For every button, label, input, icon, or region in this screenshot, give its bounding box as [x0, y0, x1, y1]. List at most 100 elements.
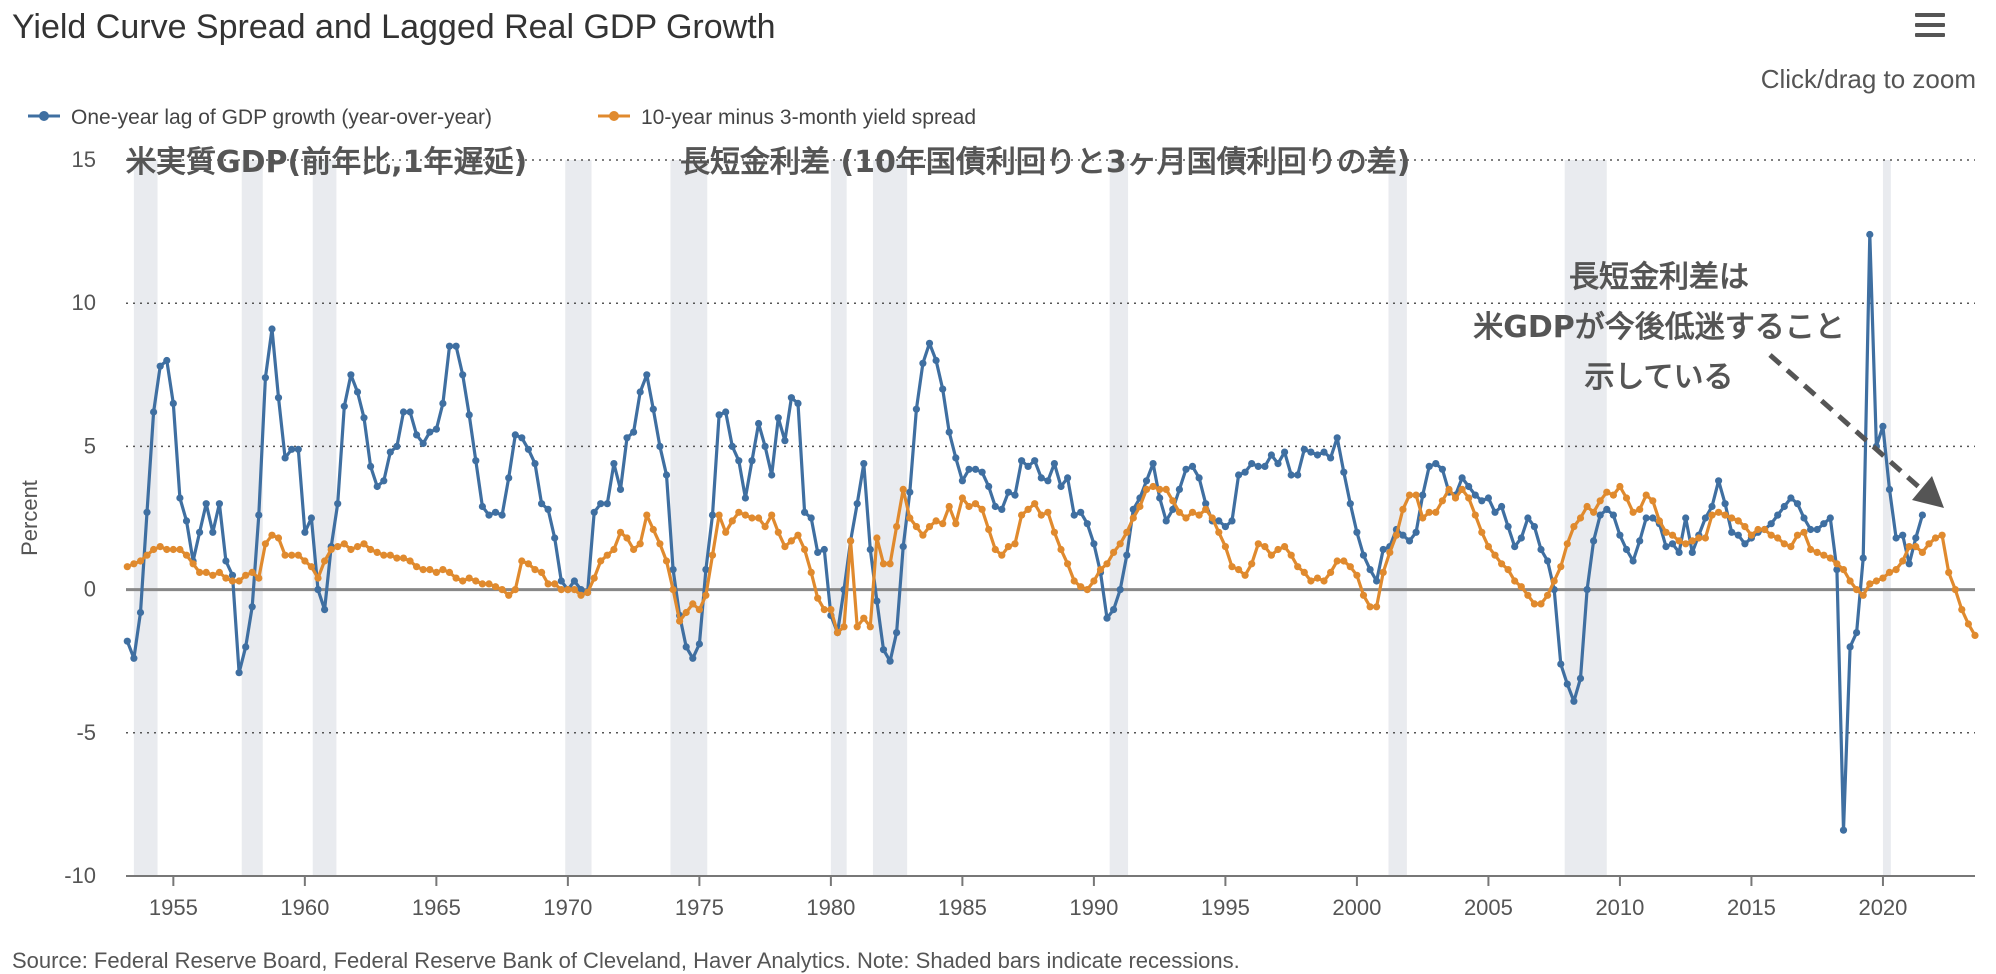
data-point: [156, 362, 164, 370]
data-point: [886, 560, 894, 568]
data-point: [741, 494, 750, 502]
callout-line-2: 示している: [1584, 360, 1733, 395]
x-tick-label: 2000: [1332, 895, 1381, 920]
callout-line-0: 長短金利差は: [1569, 260, 1749, 295]
data-point: [1866, 580, 1874, 588]
data-point: [1281, 543, 1289, 551]
data-point: [735, 457, 743, 465]
data-point: [1820, 520, 1828, 528]
data-point: [1399, 505, 1407, 513]
data-point: [1103, 614, 1111, 622]
data-point: [1116, 586, 1124, 594]
data-point: [1484, 543, 1492, 551]
data-point: [1248, 560, 1256, 568]
data-point: [1451, 494, 1460, 502]
data-point: [1169, 505, 1177, 513]
data-point: [1544, 557, 1552, 565]
data-point: [498, 511, 506, 519]
data-point: [1682, 540, 1690, 548]
data-point: [1405, 537, 1414, 545]
data-point: [1964, 620, 1972, 628]
data-point: [991, 502, 999, 511]
data-point: [1708, 502, 1716, 511]
data-point: [1596, 511, 1604, 519]
data-point: [531, 460, 539, 468]
data-point: [603, 500, 611, 508]
y-axis-title: Percent: [17, 480, 42, 556]
data-point: [1912, 543, 1920, 551]
data-point: [393, 554, 401, 562]
data-point: [406, 557, 414, 565]
data-point: [570, 577, 579, 585]
recession-bar-1: [241, 160, 263, 876]
data-point: [1471, 511, 1479, 519]
data-point: [682, 643, 690, 651]
data-point: [840, 623, 848, 631]
data-point: [807, 568, 815, 577]
data-point: [1175, 508, 1183, 516]
data-point: [985, 525, 993, 534]
data-point: [1859, 591, 1867, 599]
data-point: [551, 580, 559, 588]
data-point: [143, 551, 151, 559]
data-point: [755, 514, 763, 522]
data-point: [1156, 494, 1164, 502]
data-point: [294, 551, 302, 559]
data-point: [1787, 543, 1795, 551]
data-point: [741, 511, 750, 519]
data-point: [1649, 497, 1657, 505]
data-point: [1050, 528, 1058, 536]
data-point: [1432, 460, 1440, 468]
data-point: [860, 614, 868, 622]
data-point: [1320, 448, 1328, 456]
data-point: [1215, 517, 1223, 525]
data-point: [202, 500, 210, 508]
data-point: [1622, 545, 1631, 554]
data-point: [794, 531, 802, 539]
data-point: [518, 434, 526, 442]
data-point: [1813, 548, 1821, 557]
data-point: [610, 545, 618, 554]
data-point: [1938, 531, 1946, 539]
data-point: [557, 586, 565, 594]
data-point: [347, 545, 355, 554]
legend-label-0[interactable]: One-year lag of GDP growth (year-over-ye…: [71, 106, 492, 129]
data-point: [1563, 540, 1571, 548]
data-point: [1701, 514, 1709, 522]
data-point: [952, 520, 960, 528]
data-point: [616, 485, 625, 493]
data-point: [1261, 462, 1269, 470]
x-tick-label: 1965: [412, 895, 461, 920]
data-point: [1083, 520, 1091, 528]
data-point: [998, 551, 1006, 559]
data-point: [912, 405, 921, 413]
data-point: [432, 425, 440, 433]
data-point: [1668, 540, 1677, 548]
legend-label-1[interactable]: 10-year minus 3-month yield spread: [641, 106, 976, 129]
x-tick-label: 2020: [1858, 895, 1907, 920]
data-point: [413, 431, 421, 439]
data-point: [1754, 525, 1762, 534]
data-point: [182, 517, 191, 525]
data-point: [314, 586, 322, 594]
data-point: [1175, 485, 1183, 493]
data-point: [906, 488, 914, 496]
data-point: [781, 543, 789, 551]
data-point: [1807, 545, 1815, 554]
data-point: [695, 640, 704, 648]
data-point: [689, 654, 697, 662]
data-point: [1728, 528, 1736, 536]
data-point: [373, 548, 381, 557]
data-point: [1636, 505, 1644, 513]
data-point: [886, 657, 894, 665]
data-point: [1576, 674, 1585, 683]
data-point: [1202, 500, 1210, 508]
data-point: [1471, 491, 1479, 499]
data-point: [505, 591, 513, 599]
hamburger-menu-icon[interactable]: [1912, 10, 1948, 42]
data-point: [196, 568, 204, 577]
data-point: [123, 637, 131, 645]
data-point: [1366, 566, 1374, 574]
data-point: [209, 528, 217, 536]
